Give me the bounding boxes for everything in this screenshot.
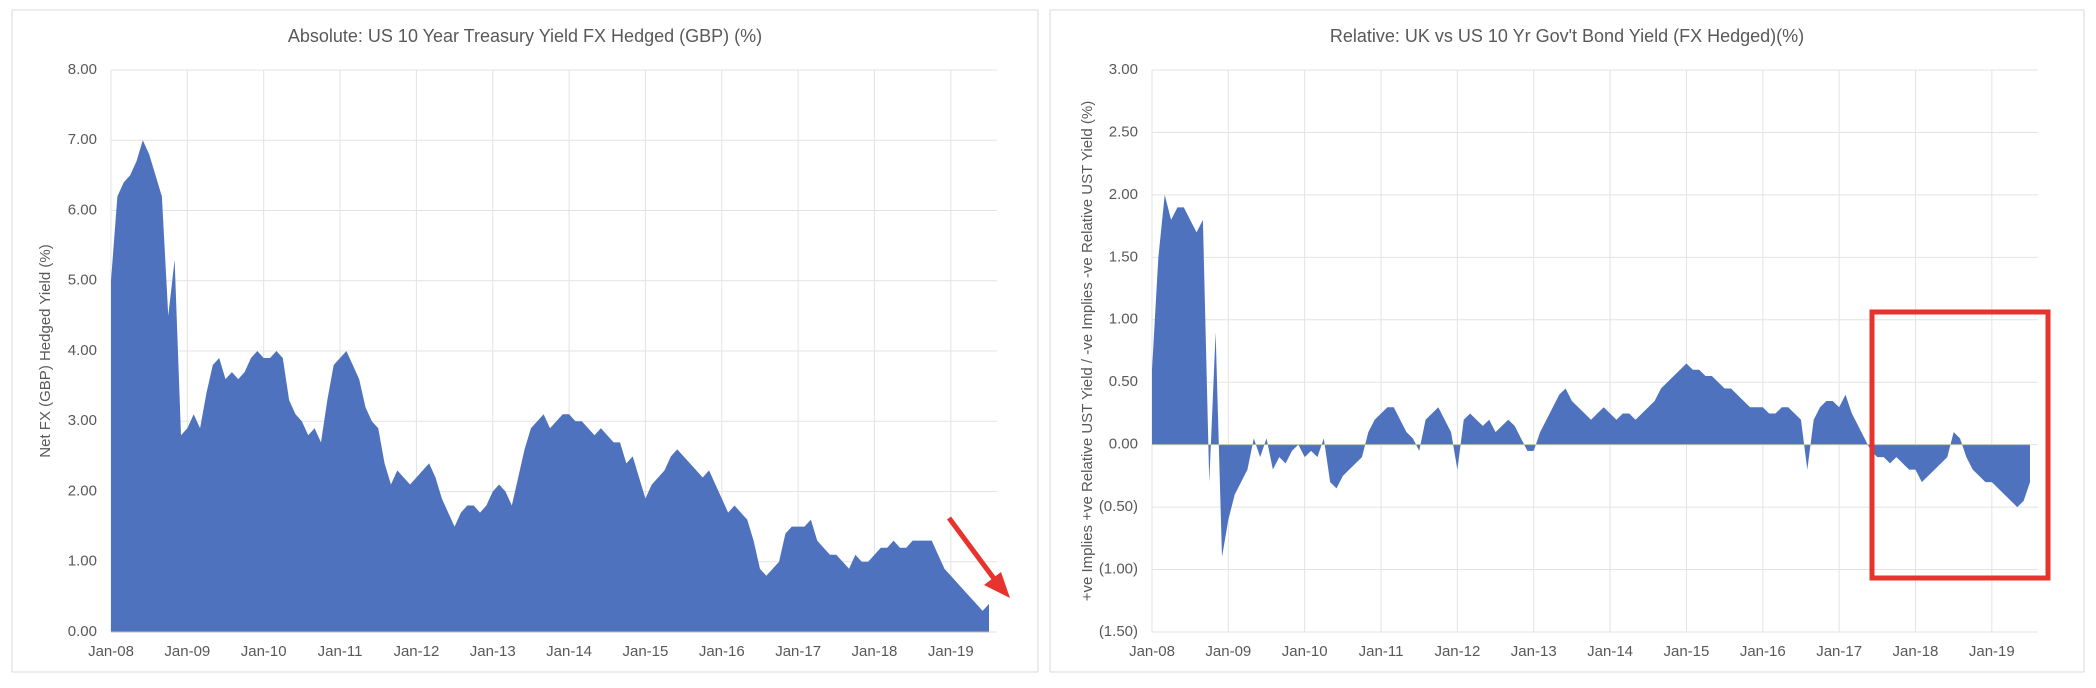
x-tick-label: Jan-16 xyxy=(699,643,745,660)
y-axis-label: Net FX (GBP) Hedged Yield (%) xyxy=(37,244,54,457)
y-tick-label: 6.00 xyxy=(68,201,97,218)
y-tick-label: 2.50 xyxy=(1109,123,1138,140)
x-tick-label: Jan-15 xyxy=(622,643,668,660)
chart-title: Absolute: US 10 Year Treasury Yield FX H… xyxy=(288,26,762,46)
y-tick-label: 2.00 xyxy=(68,482,97,499)
y-tick-label: 0.00 xyxy=(1109,436,1138,453)
x-tick-label: Jan-14 xyxy=(1587,643,1633,660)
y-tick-label: 2.00 xyxy=(1109,186,1138,203)
x-tick-label: Jan-09 xyxy=(164,643,210,660)
x-tick-label: Jan-12 xyxy=(1434,643,1480,660)
y-tick-label: 8.00 xyxy=(68,61,97,78)
x-tick-label: Jan-13 xyxy=(1511,643,1557,660)
x-tick-label: Jan-16 xyxy=(1740,643,1786,660)
x-tick-label: Jan-14 xyxy=(546,643,592,660)
x-tick-label: Jan-17 xyxy=(775,643,821,660)
panel xyxy=(1049,9,2085,673)
x-tick-label: Jan-12 xyxy=(393,643,439,660)
y-tick-label: 1.50 xyxy=(1109,248,1138,265)
x-tick-label: Jan-08 xyxy=(88,643,134,660)
area xyxy=(111,140,989,632)
y-tick-label: 1.00 xyxy=(1109,311,1138,328)
x-tick-label: Jan-10 xyxy=(1282,643,1328,660)
y-tick-label: (1.50) xyxy=(1099,623,1138,640)
annotation-arrow xyxy=(946,516,1010,598)
y-axis-label: +ve Implies +ve Relative UST Yield / -ve… xyxy=(1079,101,1096,601)
y-tick-label: (1.00) xyxy=(1099,561,1138,578)
y-tick-label: 3.00 xyxy=(68,412,97,429)
x-tick-label: Jan-08 xyxy=(1129,643,1175,660)
y-tick-label: 1.00 xyxy=(68,553,97,570)
x-tick-label: Jan-13 xyxy=(470,643,516,660)
y-tick-label: 0.00 xyxy=(68,623,97,640)
y-tick-label: 5.00 xyxy=(68,272,97,289)
x-tick-label: Jan-10 xyxy=(241,643,287,660)
x-tick-label: Jan-15 xyxy=(1663,643,1709,660)
x-tick-label: Jan-18 xyxy=(852,643,898,660)
annotation-box xyxy=(1869,309,2051,581)
y-tick-label: (0.50) xyxy=(1099,498,1138,515)
x-tick-label: Jan-11 xyxy=(1359,643,1404,660)
chart-title: Relative: UK vs US 10 Yr Gov't Bond Yiel… xyxy=(1330,26,1804,46)
x-tick-label: Jan-09 xyxy=(1205,643,1251,660)
x-tick-label: Jan-18 xyxy=(1893,643,1939,660)
y-tick-label: 0.50 xyxy=(1109,373,1138,390)
y-tick-label: 4.00 xyxy=(68,342,97,359)
x-tick-label: Jan-19 xyxy=(1969,643,2015,660)
x-tick-label: Jan-11 xyxy=(318,643,363,660)
y-tick-label: 3.00 xyxy=(1109,61,1138,78)
chart: Absolute: US 10 Year Treasury Yield FX H… xyxy=(37,26,997,660)
x-tick-label: Jan-19 xyxy=(928,643,974,660)
y-tick-label: 7.00 xyxy=(68,131,97,148)
x-tick-label: Jan-17 xyxy=(1816,643,1862,660)
chart: Relative: UK vs US 10 Yr Gov't Bond Yiel… xyxy=(1079,26,2038,660)
